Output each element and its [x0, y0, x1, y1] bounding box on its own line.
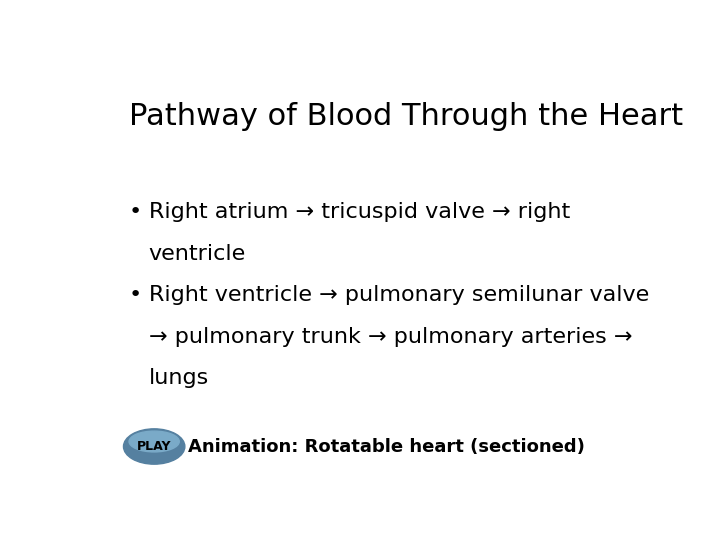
Ellipse shape	[124, 429, 185, 464]
Text: •: •	[129, 202, 143, 222]
Ellipse shape	[129, 431, 179, 452]
Text: Animation: Rotatable heart (sectioned): Animation: Rotatable heart (sectioned)	[188, 437, 585, 456]
Text: Pathway of Blood Through the Heart: Pathway of Blood Through the Heart	[129, 102, 683, 131]
Text: ventricle: ventricle	[148, 244, 246, 264]
Text: lungs: lungs	[148, 368, 209, 388]
Text: Right atrium → tricuspid valve → right: Right atrium → tricuspid valve → right	[148, 202, 570, 222]
Text: → pulmonary trunk → pulmonary arteries →: → pulmonary trunk → pulmonary arteries →	[148, 327, 632, 347]
Text: •: •	[129, 285, 143, 305]
Text: Right ventricle → pulmonary semilunar valve: Right ventricle → pulmonary semilunar va…	[148, 285, 649, 305]
Text: PLAY: PLAY	[137, 440, 171, 453]
